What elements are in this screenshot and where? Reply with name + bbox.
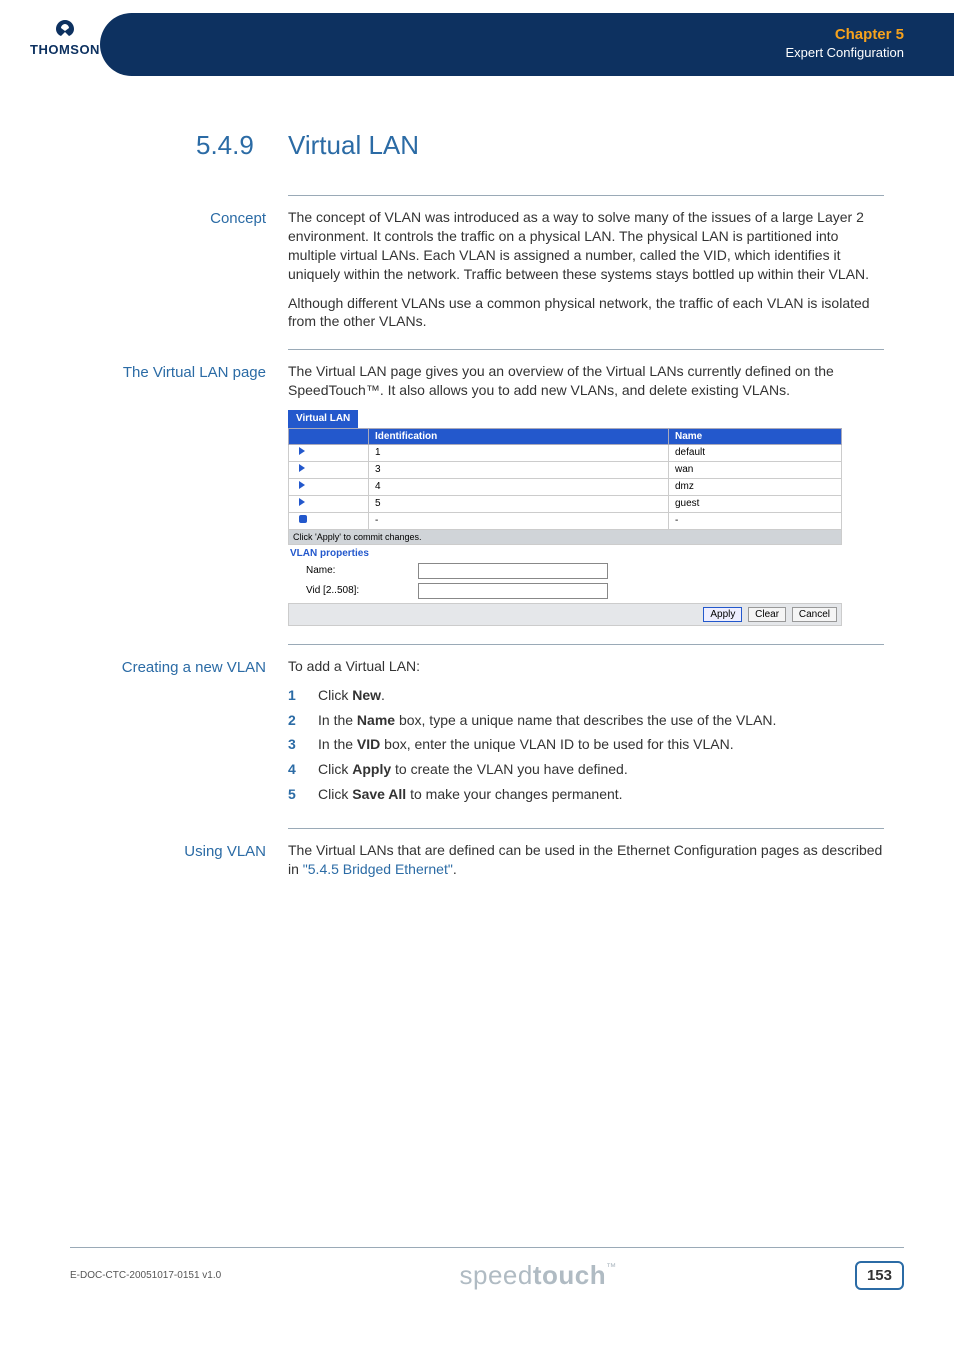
row-id: 5 [369,496,669,513]
vlan-table: Identification Name 1default3wan4dmz5gue… [288,428,842,531]
triangle-icon [299,464,305,472]
using-p1: The Virtual LANs that are defined can be… [288,841,884,879]
header-right: Chapter 5 Expert Configuration [785,13,904,61]
step-number: 4 [288,760,318,779]
row-name: guest [669,496,842,513]
concept-p1: The concept of VLAN was introduced as a … [288,208,884,284]
prop-vid-input[interactable] [418,583,608,599]
clear-button[interactable]: Clear [748,607,786,622]
header-bar: Chapter 5 Expert Configuration [100,13,954,76]
tm-icon: ™ [606,1262,617,1273]
vlan-panel: Virtual LAN Identification Name 1default… [288,410,842,626]
vlan-button-row: Apply Clear Cancel [288,603,842,626]
using-block: Using VLAN The Virtual LANs that are def… [100,841,884,879]
col-name: Name [669,428,842,445]
prop-vid-row: Vid [2..508]: [288,583,842,599]
prop-vid-label: Vid [2..508]: [288,584,418,598]
brand-bold: touch [533,1260,606,1290]
list-item: 4Click Apply to create the VLAN you have… [288,760,884,779]
footer: E-DOC-CTC-20051017-0151 v1.0 speedtouch™… [70,1247,904,1291]
col-identification: Identification [369,428,669,445]
step-text: Click Save All to make your changes perm… [318,785,623,804]
vlanpage-block: The Virtual LAN page The Virtual LAN pag… [100,362,884,625]
bridged-ethernet-link[interactable]: "5.4.5 Bridged Ethernet" [303,861,453,877]
page-number: 153 [855,1261,904,1290]
thomson-bird-icon [53,18,77,40]
table-row[interactable]: 5guest [289,496,842,513]
creating-block: Creating a new VLAN To add a Virtual LAN… [100,657,884,810]
table-row[interactable]: 1default [289,445,842,462]
using-p1-b: . [453,861,457,877]
section-title: Virtual LAN [288,130,419,161]
thomson-logo: THOMSON [30,18,100,57]
list-item: 1Click New. [288,686,884,705]
brand-light: speed [460,1260,533,1290]
row-name: wan [669,462,842,479]
vlan-hint: Click 'Apply' to commit changes. [288,530,842,545]
step-text: Click New. [318,686,385,705]
chapter-label: Chapter 5 [785,25,904,45]
col-icon [289,428,369,445]
chapter-subtitle: Expert Configuration [785,45,904,62]
concept-label: Concept [100,208,288,331]
triangle-icon [299,498,305,506]
triangle-icon [299,447,305,455]
row-icon-cell [289,445,369,462]
divider [288,195,884,196]
apply-button[interactable]: Apply [703,607,742,622]
creating-body: To add a Virtual LAN: 1Click New.2In the… [288,657,884,810]
concept-block: Concept The concept of VLAN was introduc… [100,208,884,331]
vlanpage-body: The Virtual LAN page gives you an overvi… [288,362,884,625]
thomson-logo-text: THOMSON [30,42,100,57]
row-icon-cell [289,462,369,479]
content-area: Concept The concept of VLAN was introduc… [100,195,884,879]
creating-label: Creating a new VLAN [100,657,288,810]
creating-steps: 1Click New.2In the Name box, type a uniq… [288,686,884,804]
triangle-icon [299,481,305,489]
row-name: - [669,513,842,530]
doc-id: E-DOC-CTC-20051017-0151 v1.0 [70,1270,221,1281]
step-number: 2 [288,711,318,730]
divider [288,644,884,645]
row-id: 3 [369,462,669,479]
creating-intro: To add a Virtual LAN: [288,657,884,676]
vlan-tab[interactable]: Virtual LAN [288,410,358,428]
list-item: 2In the Name box, type a unique name tha… [288,711,884,730]
speedtouch-brand: speedtouch™ [460,1260,617,1291]
section-number: 5.4.9 [196,130,254,161]
row-id: 4 [369,479,669,496]
step-number: 1 [288,686,318,705]
row-id: - [369,513,669,530]
step-number: 5 [288,785,318,804]
step-text: Click Apply to create the VLAN you have … [318,760,628,779]
row-name: dmz [669,479,842,496]
vlan-props-head: VLAN properties [288,545,842,563]
table-row[interactable]: -- [289,513,842,530]
concept-body: The concept of VLAN was introduced as a … [288,208,884,331]
vlanpage-label: The Virtual LAN page [100,362,288,625]
concept-p2: Although different VLANs use a common ph… [288,294,884,332]
row-id: 1 [369,445,669,462]
vlanpage-p1: The Virtual LAN page gives you an overvi… [288,362,884,400]
row-icon-cell [289,513,369,530]
prop-name-row: Name: [288,563,842,579]
square-icon [299,515,307,523]
list-item: 5Click Save All to make your changes per… [288,785,884,804]
table-row[interactable]: 3wan [289,462,842,479]
table-row[interactable]: 4dmz [289,479,842,496]
divider [288,828,884,829]
using-body: The Virtual LANs that are defined can be… [288,841,884,879]
using-label: Using VLAN [100,841,288,879]
list-item: 3In the VID box, enter the unique VLAN I… [288,735,884,754]
step-number: 3 [288,735,318,754]
row-icon-cell [289,479,369,496]
step-text: In the VID box, enter the unique VLAN ID… [318,735,734,754]
divider [288,349,884,350]
row-name: default [669,445,842,462]
step-text: In the Name box, type a unique name that… [318,711,776,730]
prop-name-input[interactable] [418,563,608,579]
row-icon-cell [289,496,369,513]
cancel-button[interactable]: Cancel [792,607,837,622]
prop-name-label: Name: [288,564,418,578]
